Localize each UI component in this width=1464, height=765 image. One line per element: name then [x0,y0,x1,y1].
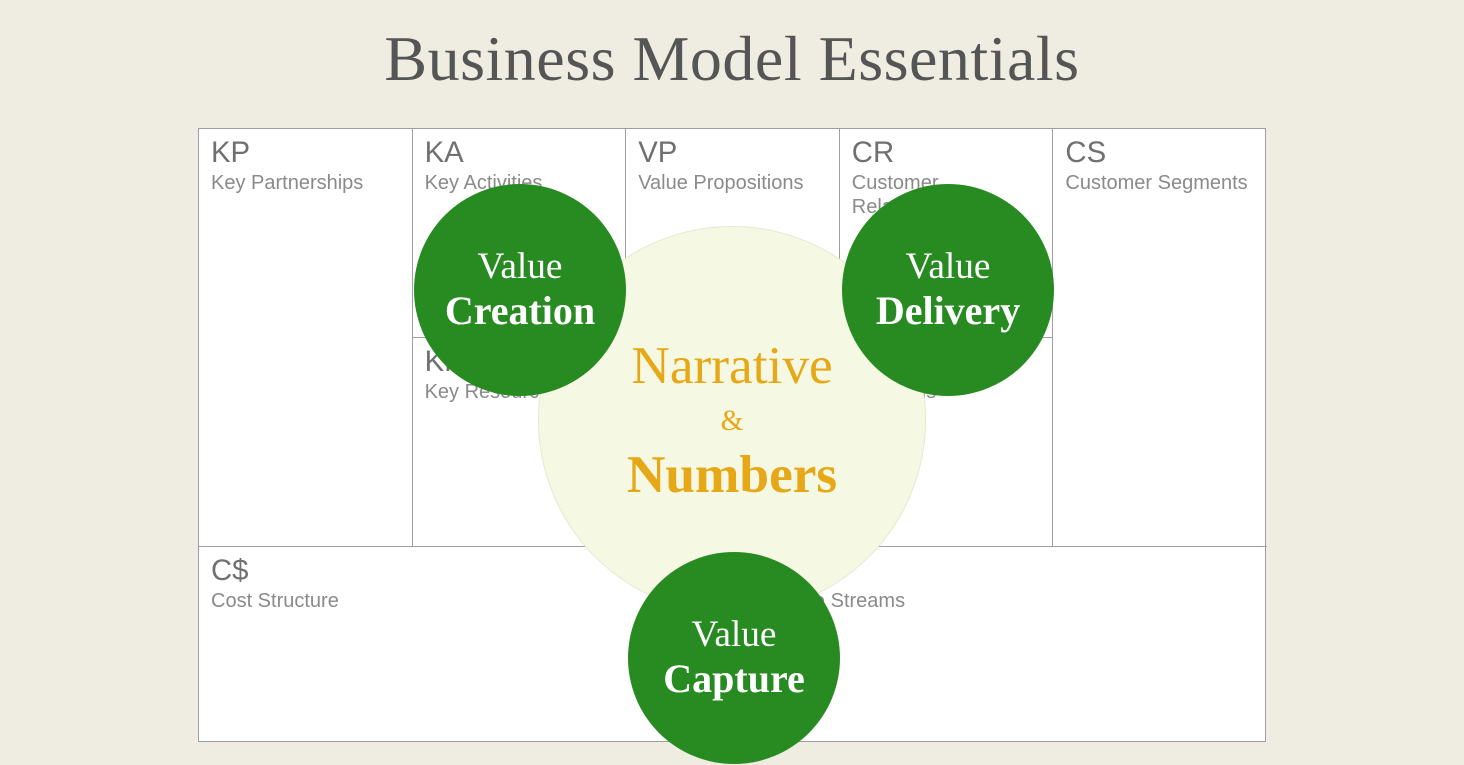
bubble-top: Value [906,246,991,289]
canvas-block-customer-segments: CS Customer Segments [1053,129,1267,547]
block-abbr: CS [1065,137,1255,169]
center-circle-line2: Numbers [627,441,837,508]
center-circle-ampersand: & [721,403,744,440]
block-abbr: KP [211,137,400,169]
block-abbr: KA [425,137,614,169]
block-label: Key Partnerships [211,171,400,195]
bubble-value-creation: Value Creation [414,184,626,396]
canvas-block-key-partnerships: KP Key Partnerships [199,129,413,547]
bubble-bot: Delivery [876,288,1020,334]
page-title: Business Model Essentials [0,22,1464,96]
bubble-top: Value [692,614,777,657]
bubble-value-delivery: Value Delivery [842,184,1054,396]
bubble-bot: Creation [445,288,595,334]
bubble-value-capture: Value Capture [628,552,840,764]
block-abbr: CR [852,137,1041,169]
bubble-bot: Capture [663,656,804,702]
block-label: Customer Segments [1065,171,1255,195]
center-circle-line1: Narrative [631,332,832,399]
bubble-top: Value [478,246,563,289]
block-abbr: VP [638,137,827,169]
block-label: Value Propositions [638,171,827,195]
